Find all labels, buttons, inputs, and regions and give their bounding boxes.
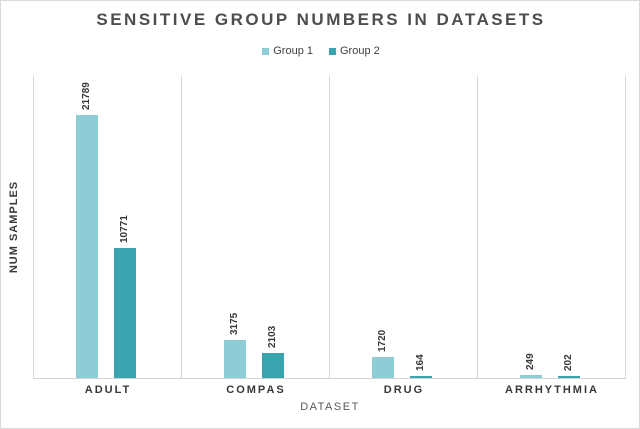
bar-group-2-arrhythmia xyxy=(558,376,580,378)
category-label-compas: COMPAS xyxy=(226,384,286,396)
value-label-group-1-drug: 1720 xyxy=(377,329,388,352)
category-label-adult: ADULT xyxy=(84,384,132,396)
legend-label-group-2: Group 2 xyxy=(340,45,380,57)
plot-area: 21789 10771 ADULT 3175 2103 COMPAS 1720 164 DRUG… xyxy=(33,76,626,396)
category-label-drug: DRUG xyxy=(383,384,425,396)
bar-group-2-adult xyxy=(114,248,136,378)
value-label-group-2-compas: 2103 xyxy=(267,325,278,348)
value-label-group-1-arrhythmia: 249 xyxy=(525,353,536,370)
category-separator-line xyxy=(181,76,182,378)
value-label-group-2-drug: 164 xyxy=(415,354,426,371)
chart-title: SENSITIVE GROUP NUMBERS IN DATASETS xyxy=(96,10,546,29)
legend-swatch-group-2 xyxy=(329,47,336,55)
legend: Group 1 Group 2 xyxy=(1,44,639,58)
y-axis-label: NUM SAMPLES xyxy=(3,76,25,378)
category-label-arrhythmia: ARRHYTHMIA xyxy=(505,384,599,396)
bar-group-1-drug xyxy=(372,357,394,378)
legend-label-group-1: Group 1 xyxy=(273,45,313,57)
x-axis-label: DATASET xyxy=(300,401,360,413)
bar-group-2-compas xyxy=(262,353,284,378)
legend-swatch-group-1 xyxy=(262,47,270,55)
value-label-group-2-arrhythmia: 202 xyxy=(563,354,574,371)
bar-group-1-arrhythmia xyxy=(520,375,542,378)
category-separator-line xyxy=(329,76,330,378)
y-axis-label-text: NUM SAMPLES xyxy=(8,180,20,274)
bar-group-1-adult xyxy=(76,115,98,378)
value-label-group-1-adult: 21789 xyxy=(81,82,92,110)
value-label-group-1-compas: 3175 xyxy=(229,312,240,335)
category-separator-line xyxy=(625,76,626,378)
legend-item-group-2: Group 2 xyxy=(329,45,380,57)
category-separator-line xyxy=(477,76,478,378)
value-label-group-2-adult: 10771 xyxy=(119,215,130,243)
bar-group-2-drug xyxy=(410,376,432,378)
legend-item-group-1: Group 1 xyxy=(262,45,313,57)
bar-group-1-compas xyxy=(224,340,246,378)
